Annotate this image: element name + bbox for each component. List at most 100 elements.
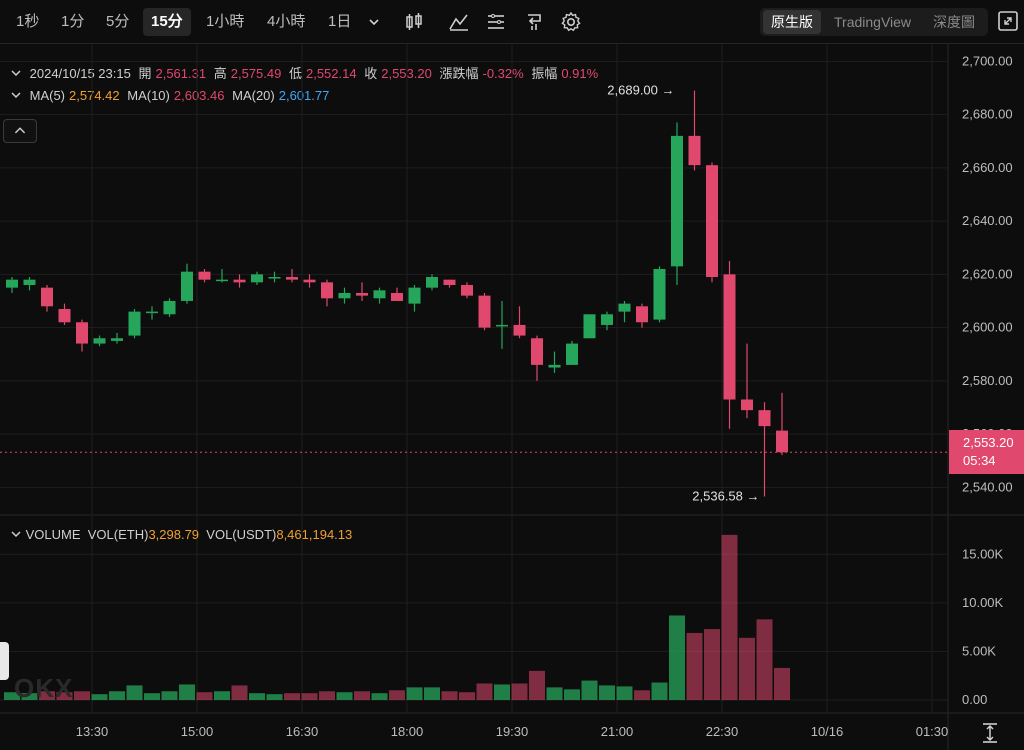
volume-bar[interactable] (686, 632, 703, 700)
timeframe-1m[interactable]: 1分 (61, 13, 85, 30)
volume-bar[interactable] (704, 629, 720, 700)
volume-bar[interactable] (721, 534, 738, 700)
volume-bar[interactable] (459, 692, 475, 700)
volume-bar[interactable] (336, 692, 353, 700)
candle-body[interactable] (618, 303, 631, 312)
volume-bar[interactable] (179, 684, 195, 700)
volume-bar[interactable] (196, 692, 213, 700)
candle-body[interactable] (6, 279, 18, 288)
candle-body[interactable] (93, 338, 106, 344)
volume-bar[interactable] (214, 691, 230, 700)
timeframe-15m[interactable]: 15分 (143, 8, 191, 36)
volume-bar[interactable] (74, 691, 90, 700)
timeframe-dropdown-chevron-icon[interactable] (366, 12, 382, 32)
volume-bar[interactable] (511, 683, 528, 700)
volume-bar[interactable] (91, 694, 108, 700)
indicators-icon[interactable] (447, 10, 471, 34)
candle-body[interactable] (408, 287, 421, 304)
volume-bar[interactable] (756, 619, 773, 700)
candle-body[interactable] (461, 284, 473, 296)
timeframe-1d[interactable]: 1日 (328, 13, 352, 30)
volume-bar[interactable] (249, 693, 265, 700)
volume-bar[interactable] (319, 691, 335, 700)
candle-body[interactable] (513, 324, 526, 336)
volume-bar[interactable] (56, 692, 73, 700)
candle-body[interactable] (128, 311, 141, 336)
volume-bar[interactable] (389, 690, 405, 700)
volume-bar[interactable] (616, 686, 633, 700)
indicator-collapse-button[interactable] (3, 119, 37, 143)
candle-body[interactable] (478, 295, 491, 328)
candle-body[interactable] (41, 287, 53, 307)
candle-body[interactable] (373, 290, 386, 299)
candle-body[interactable] (146, 311, 158, 314)
candle-body[interactable] (338, 292, 351, 299)
candle-body[interactable] (776, 430, 788, 453)
candle-body[interactable] (723, 274, 736, 400)
candle-body[interactable] (566, 343, 578, 365)
candle-body[interactable] (286, 277, 298, 280)
candle-body[interactable] (741, 399, 753, 411)
volume-bar[interactable] (126, 685, 143, 700)
candle-body[interactable] (303, 279, 316, 283)
candle-body[interactable] (496, 324, 508, 327)
volume-bar[interactable] (669, 615, 685, 700)
volume-bar[interactable] (406, 687, 423, 700)
settings-gear-icon[interactable] (559, 10, 583, 34)
volume-bar[interactable] (371, 693, 388, 700)
candle-body[interactable] (671, 135, 683, 267)
view-tradingview-tab[interactable]: TradingView (834, 14, 912, 30)
candle-body[interactable] (583, 314, 596, 339)
candle-body[interactable] (758, 410, 771, 427)
candle-body[interactable] (23, 279, 36, 285)
candle-body[interactable] (548, 364, 561, 368)
volume-bar[interactable] (21, 693, 38, 700)
candle-body[interactable] (706, 165, 718, 278)
volume-bar[interactable] (231, 685, 248, 700)
volume-bar[interactable] (39, 691, 55, 700)
timeframe-1h[interactable]: 1小時 (206, 13, 245, 30)
price-chart[interactable]: 2,700.00 2,680.00 2,660.00 2,640.00 2,620.00… (0, 44, 1024, 750)
volume-bar[interactable] (739, 637, 755, 700)
volume-bar[interactable] (529, 670, 545, 700)
timeframe-4h[interactable]: 4小時 (267, 13, 306, 30)
volume-collapse-chevron-icon[interactable] (10, 528, 22, 543)
volume-bar[interactable] (161, 691, 178, 700)
candle-body[interactable] (58, 308, 71, 323)
candle-body[interactable] (163, 300, 176, 315)
side-panel-handle[interactable] (0, 642, 9, 680)
candle-body[interactable] (233, 279, 246, 283)
info-collapse-chevron-icon[interactable] (10, 67, 22, 82)
fullscreen-icon[interactable] (997, 10, 1019, 32)
candle-body[interactable] (111, 338, 123, 341)
volume-bar[interactable] (599, 685, 615, 700)
volume-bar[interactable] (354, 691, 370, 700)
volume-bar[interactable] (494, 684, 510, 700)
volume-bar[interactable] (564, 689, 580, 700)
volume-bar[interactable] (581, 680, 598, 700)
candle-body[interactable] (198, 271, 211, 280)
timeframe-1s[interactable]: 1秒 (16, 13, 40, 30)
candle-body[interactable] (181, 271, 193, 301)
drawing-tools-icon[interactable] (484, 10, 508, 34)
candle-body[interactable] (443, 279, 456, 285)
candle-body[interactable] (636, 306, 648, 323)
volume-bar[interactable] (634, 690, 650, 700)
candle-body[interactable] (268, 277, 281, 279)
timeframe-5m[interactable]: 5分 (106, 13, 130, 30)
volume-bar[interactable] (284, 693, 300, 700)
view-native-tab[interactable]: 原生版 (763, 10, 821, 34)
candle-body[interactable] (426, 277, 438, 288)
candle-body[interactable] (76, 322, 88, 344)
volume-bar[interactable] (424, 687, 440, 700)
volume-bar[interactable] (651, 682, 668, 700)
auto-scale-icon[interactable] (978, 722, 1002, 744)
volume-bar[interactable] (774, 667, 790, 700)
ma-collapse-chevron-icon[interactable] (10, 89, 22, 104)
candle-type-icon[interactable] (402, 10, 426, 34)
candle-body[interactable] (251, 274, 263, 283)
volume-bar[interactable] (4, 692, 20, 700)
volume-bar[interactable] (476, 683, 493, 700)
volume-bar[interactable] (301, 693, 318, 700)
volume-bar[interactable] (144, 693, 160, 700)
